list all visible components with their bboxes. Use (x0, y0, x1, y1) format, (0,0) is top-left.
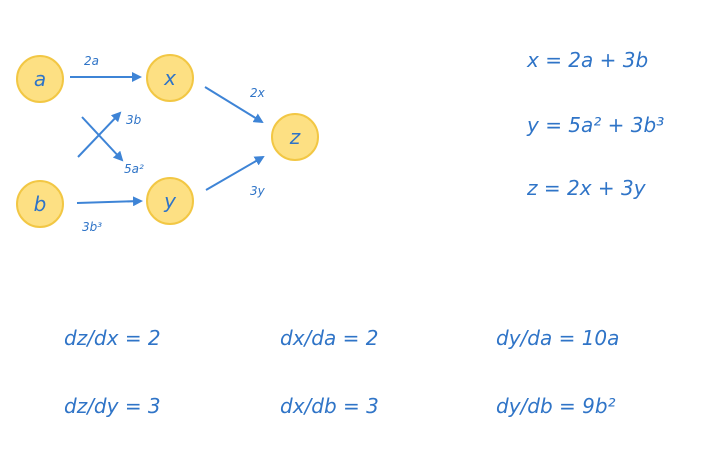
edge-label-b-to-x: 3b (126, 113, 142, 127)
derivative-dx-da: dx/da = 2 (280, 326, 379, 350)
node-y: y (146, 177, 194, 225)
edge-x-to-z (204, 86, 264, 124)
edge-label-b-to-y: 3b³ (82, 220, 102, 234)
edge-b-to-y (76, 196, 143, 207)
node-a-label: a (34, 67, 46, 91)
edge-label-a-to-y: 5a² (124, 162, 144, 176)
derivative-dy-db: dy/db = 9b² (496, 394, 616, 418)
node-x: x (146, 54, 194, 102)
edge-a-to-y (81, 116, 124, 162)
derivative-dy-da: dy/da = 10a (496, 326, 620, 350)
node-a: a (16, 55, 64, 103)
equation-x: x = 2a + 3b (527, 48, 649, 72)
edge-label-x-to-z: 2x (250, 86, 266, 100)
derivative-dx-db: dx/db = 3 (280, 394, 379, 418)
equation-z: z = 2x + 3y (527, 176, 646, 200)
node-x-label: x (163, 66, 176, 90)
derivative-dz-dy: dz/dy = 3 (64, 394, 161, 418)
edge-y-to-z (205, 155, 265, 191)
edge-label-a-to-x: 2a (84, 54, 99, 68)
node-z-label: z (289, 125, 301, 149)
node-z: z (271, 113, 319, 161)
node-b-label: b (34, 192, 47, 216)
node-b: b (16, 180, 64, 228)
node-y-label: y (163, 189, 177, 213)
derivative-dz-dx: dz/dx = 2 (64, 326, 161, 350)
equation-y: y = 5a² + 3b³ (527, 113, 665, 137)
edge-label-y-to-z: 3y (250, 184, 266, 198)
